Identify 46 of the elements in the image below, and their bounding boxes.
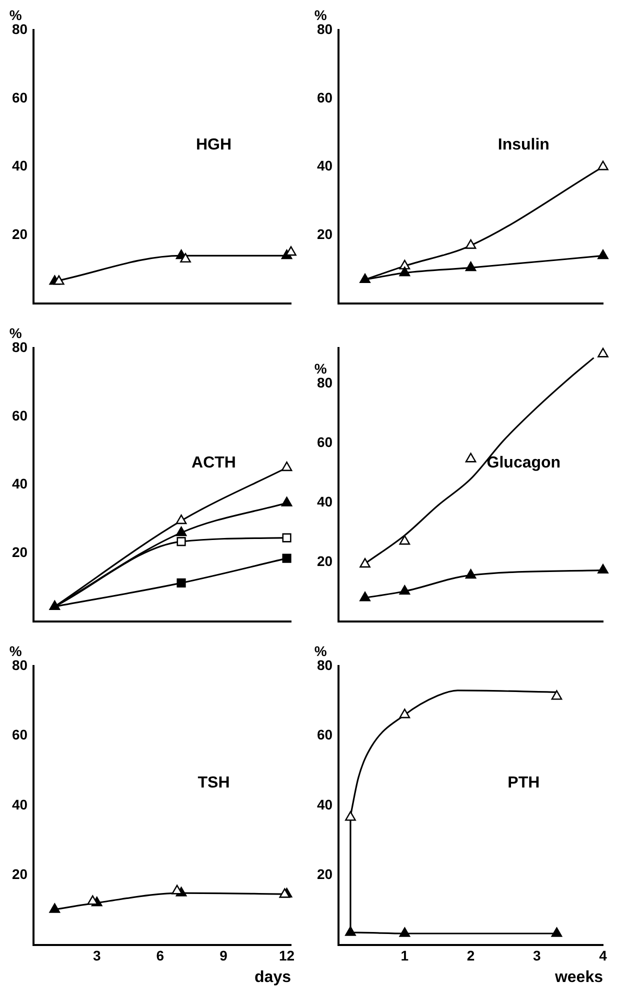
text: ACTH xyxy=(192,454,236,472)
x-tick-label: 3 xyxy=(92,947,101,964)
y-tick-label: 40 xyxy=(316,796,333,812)
y-axis-title: % xyxy=(314,360,328,377)
y-tick-label: 40 xyxy=(316,494,333,510)
y-axis-title: % xyxy=(314,6,328,23)
y-tick-label: 20 xyxy=(12,866,28,882)
y-tick-label: 80 xyxy=(12,338,28,355)
y-axis-title: % xyxy=(9,324,22,341)
y-tick-label: 20 xyxy=(12,226,28,242)
y-tick-label: 20 xyxy=(12,544,28,560)
text: TSH xyxy=(198,774,230,792)
x-tick-label: 2 xyxy=(466,947,475,964)
y-tick-label: 60 xyxy=(12,407,28,424)
x-tick-label: 4 xyxy=(599,947,608,964)
y-tick-label: 80 xyxy=(316,20,333,37)
y-tick-label: 80 xyxy=(12,20,28,37)
y-axis-title: % xyxy=(314,642,328,659)
x-tick-label: 6 xyxy=(156,947,164,964)
y-axis-title: % xyxy=(9,6,22,23)
y-tick-label: 60 xyxy=(316,726,333,743)
text: Glucagon xyxy=(486,454,561,472)
y-tick-label: 60 xyxy=(12,89,28,106)
y-tick-label: 60 xyxy=(316,89,333,106)
y-tick-label: 40 xyxy=(12,796,28,812)
y-tick-label: 80 xyxy=(316,374,333,391)
y-tick-label: 20 xyxy=(316,226,333,242)
y-tick-label: 40 xyxy=(316,158,333,174)
x-tick-label: 9 xyxy=(220,947,228,964)
text: Insulin xyxy=(498,136,550,154)
y-tick-label: 20 xyxy=(316,552,333,569)
y-tick-label: 40 xyxy=(12,476,28,492)
text: PTH xyxy=(508,774,540,792)
x-axis-title: weeks xyxy=(554,968,604,986)
y-tick-label: 80 xyxy=(12,656,28,673)
y-tick-label: 80 xyxy=(316,656,333,673)
y-tick-label: 60 xyxy=(12,726,28,743)
x-tick-label: 3 xyxy=(532,947,541,964)
x-axis-title: days xyxy=(254,968,292,986)
y-tick-label: 40 xyxy=(12,158,28,174)
x-tick-label: 1 xyxy=(400,947,409,964)
x-tick-label: 12 xyxy=(278,947,295,964)
y-axis-title: % xyxy=(9,642,22,659)
text: HGH xyxy=(196,136,232,154)
y-tick-label: 20 xyxy=(316,866,333,882)
y-tick-label: 60 xyxy=(316,434,333,450)
